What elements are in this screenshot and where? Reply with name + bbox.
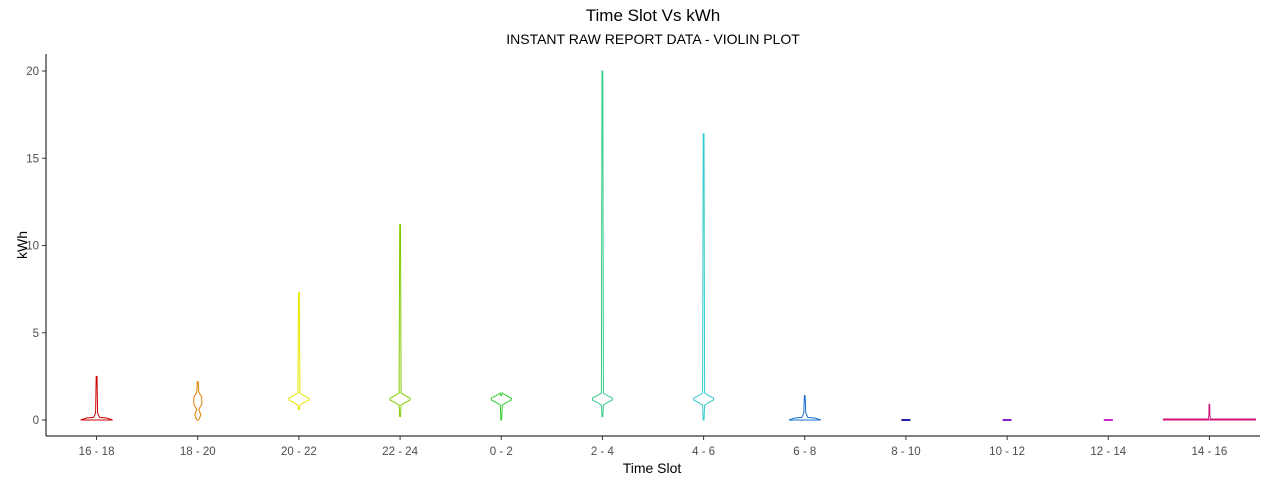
- chart-title: Time Slot Vs kWh: [585, 6, 721, 25]
- x-tick-label: 2 - 4: [591, 446, 615, 458]
- violin-20-22: [288, 292, 310, 410]
- y-tick-label: 15: [26, 153, 39, 165]
- y-tick-label: 20: [26, 66, 39, 78]
- violin-8-10: [901, 419, 911, 421]
- x-tick-label: 6 - 8: [793, 446, 816, 458]
- chart-subtitle: INSTANT RAW REPORT DATA - VIOLIN PLOT: [506, 31, 800, 47]
- x-tick-label: 22 - 24: [382, 446, 418, 458]
- violin-0-2: [490, 392, 512, 421]
- y-tick-label: 0: [33, 415, 39, 427]
- violin-2-4: [591, 70, 613, 417]
- violin-4-6: [693, 133, 715, 421]
- x-tick-label: 12 - 14: [1090, 446, 1126, 458]
- x-tick-label: 18 - 20: [180, 446, 216, 458]
- x-ticks-group: 16 - 18 18 - 20 20 - 22 22 - 24 0 - 2 2 - 4 4 …: [79, 436, 1228, 458]
- violin-22-24: [389, 224, 411, 417]
- x-tick-label: 14 - 16: [1192, 446, 1228, 458]
- y-ticks-group: 0 5 10 15 20: [26, 66, 46, 427]
- x-axis-label: Time Slot: [622, 460, 682, 476]
- x-tick-label: 10 - 12: [989, 446, 1025, 458]
- violin-10-12: [1002, 419, 1012, 421]
- violin-6-8: [788, 395, 821, 421]
- x-tick-label: 0 - 2: [490, 446, 513, 458]
- x-tick-label: 4 - 6: [692, 446, 715, 458]
- violin-16-18: [80, 375, 113, 421]
- x-tick-label: 16 - 18: [79, 446, 115, 458]
- y-tick-label: 10: [26, 241, 39, 253]
- x-tick-label: 8 - 10: [891, 446, 920, 458]
- violin-12-14: [1103, 419, 1113, 421]
- violins-group: [80, 70, 1256, 421]
- violin-18-20: [193, 381, 203, 421]
- violin-14-16: [1162, 403, 1256, 421]
- y-tick-label: 5: [33, 328, 39, 340]
- x-tick-label: 20 - 22: [281, 446, 317, 458]
